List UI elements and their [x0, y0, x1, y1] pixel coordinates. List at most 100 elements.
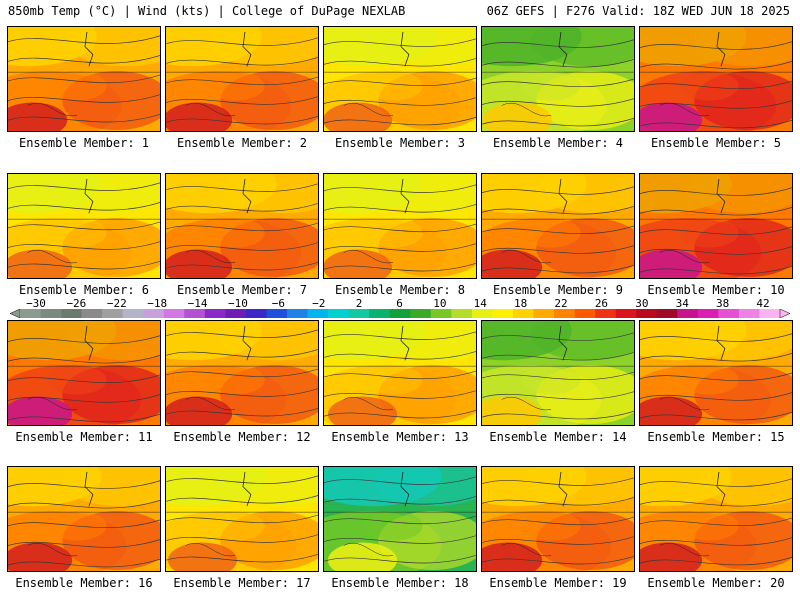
height-contour [8, 55, 160, 64]
height-contour [324, 331, 476, 340]
ensemble-member-map [639, 26, 793, 132]
height-contour [482, 391, 634, 400]
temperature-field [324, 27, 476, 131]
height-contour [8, 74, 160, 84]
state-border [659, 397, 710, 411]
colorbar-tick-label: −18 [147, 297, 168, 310]
coastline [242, 178, 252, 214]
coastline [558, 31, 568, 67]
height-contour [166, 534, 318, 543]
height-contour [166, 242, 318, 251]
ensemble-member-label: Ensemble Member: 13 [331, 430, 469, 444]
colorbar-segment [20, 309, 41, 318]
ensemble-member-label: Ensemble Member: 18 [331, 576, 469, 590]
height-contour [324, 116, 476, 126]
ensemble-member-label: Ensemble Member: 7 [176, 283, 308, 297]
colorbar-tick-label: 38 [715, 297, 730, 310]
ensemble-member-map [165, 320, 319, 426]
temperature-field [482, 27, 634, 131]
height-contour [166, 115, 318, 125]
colorbar-segment [430, 309, 452, 318]
height-contour [482, 516, 634, 526]
height-contour [640, 187, 792, 196]
ensemble-member-map [639, 466, 793, 572]
height-contour [8, 500, 160, 509]
temperature-field [324, 467, 476, 571]
height-contour [640, 80, 792, 90]
colorbar-tick-label: −26 [66, 297, 87, 310]
colorbar-segment [143, 309, 165, 318]
colorbar-tick-label: 30 [635, 297, 649, 310]
state-border [343, 397, 394, 411]
temperature-field [482, 174, 634, 278]
height-contour [482, 186, 634, 195]
ensemble-member-label: Ensemble Member: 15 [647, 430, 785, 444]
height-contour [8, 413, 160, 423]
height-contour [324, 223, 476, 233]
height-contour [324, 390, 476, 399]
ensemble-member-label: Ensemble Member: 20 [647, 576, 785, 590]
coastline [242, 325, 252, 361]
temperature-field [482, 321, 634, 425]
colorbar-segment [615, 309, 637, 318]
height-contour [640, 119, 792, 129]
state-border [659, 250, 710, 264]
colorbar-segment [225, 309, 247, 318]
colorbar-segment [307, 309, 329, 318]
height-contour [166, 514, 318, 524]
height-contour [482, 536, 634, 545]
height-contour [166, 495, 318, 504]
height-contour [482, 59, 634, 68]
height-contour [640, 392, 792, 401]
height-contour [8, 113, 160, 123]
colorbar-segment [697, 309, 719, 318]
height-contour [324, 554, 476, 564]
height-contour [166, 349, 318, 358]
height-contour [8, 374, 160, 384]
temperature-field [640, 174, 792, 278]
height-contour [166, 261, 318, 271]
height-contour [640, 517, 792, 527]
colorbar-segment [81, 309, 103, 318]
colorbar-segment [718, 309, 740, 318]
height-contour [482, 371, 634, 381]
height-contour [482, 410, 634, 420]
coastline [84, 325, 94, 361]
state-border [27, 250, 78, 264]
colorbar-segment [636, 309, 658, 318]
height-contour [324, 496, 476, 505]
state-border [501, 103, 552, 117]
ensemble-member-label: Ensemble Member: 17 [173, 576, 311, 590]
height-contour [482, 206, 634, 215]
height-contour [8, 558, 160, 568]
temperature-field [640, 321, 792, 425]
height-contour [166, 76, 318, 86]
coastline [400, 471, 410, 507]
colorbar-segment [204, 309, 226, 318]
coastline [84, 471, 94, 507]
ensemble-member-label: Ensemble Member: 3 [334, 136, 466, 150]
height-contour [8, 260, 160, 270]
height-contour [482, 98, 634, 107]
height-contour [324, 262, 476, 272]
ensemble-member-map [323, 173, 477, 279]
colorbar-tick-label: 34 [675, 297, 689, 310]
ensemble-member-map [481, 26, 635, 132]
colorbar-segment [102, 309, 124, 318]
coastline [400, 31, 410, 67]
colorbar-segment [389, 309, 411, 318]
colorbar-segment [287, 309, 308, 318]
colorbar-tick-label: 26 [594, 297, 609, 310]
height-contour [324, 243, 476, 252]
colorbar-segment [533, 309, 555, 318]
height-contour [166, 183, 318, 192]
height-contour [166, 96, 318, 105]
ensemble-member-label: Ensemble Member: 2 [176, 136, 308, 150]
height-contour [8, 355, 160, 364]
height-contour [482, 555, 634, 565]
height-contour [324, 204, 476, 213]
height-contour [166, 553, 318, 563]
ensemble-member-map [165, 466, 319, 572]
height-contour [166, 368, 318, 378]
colorbar-segment [492, 309, 514, 318]
